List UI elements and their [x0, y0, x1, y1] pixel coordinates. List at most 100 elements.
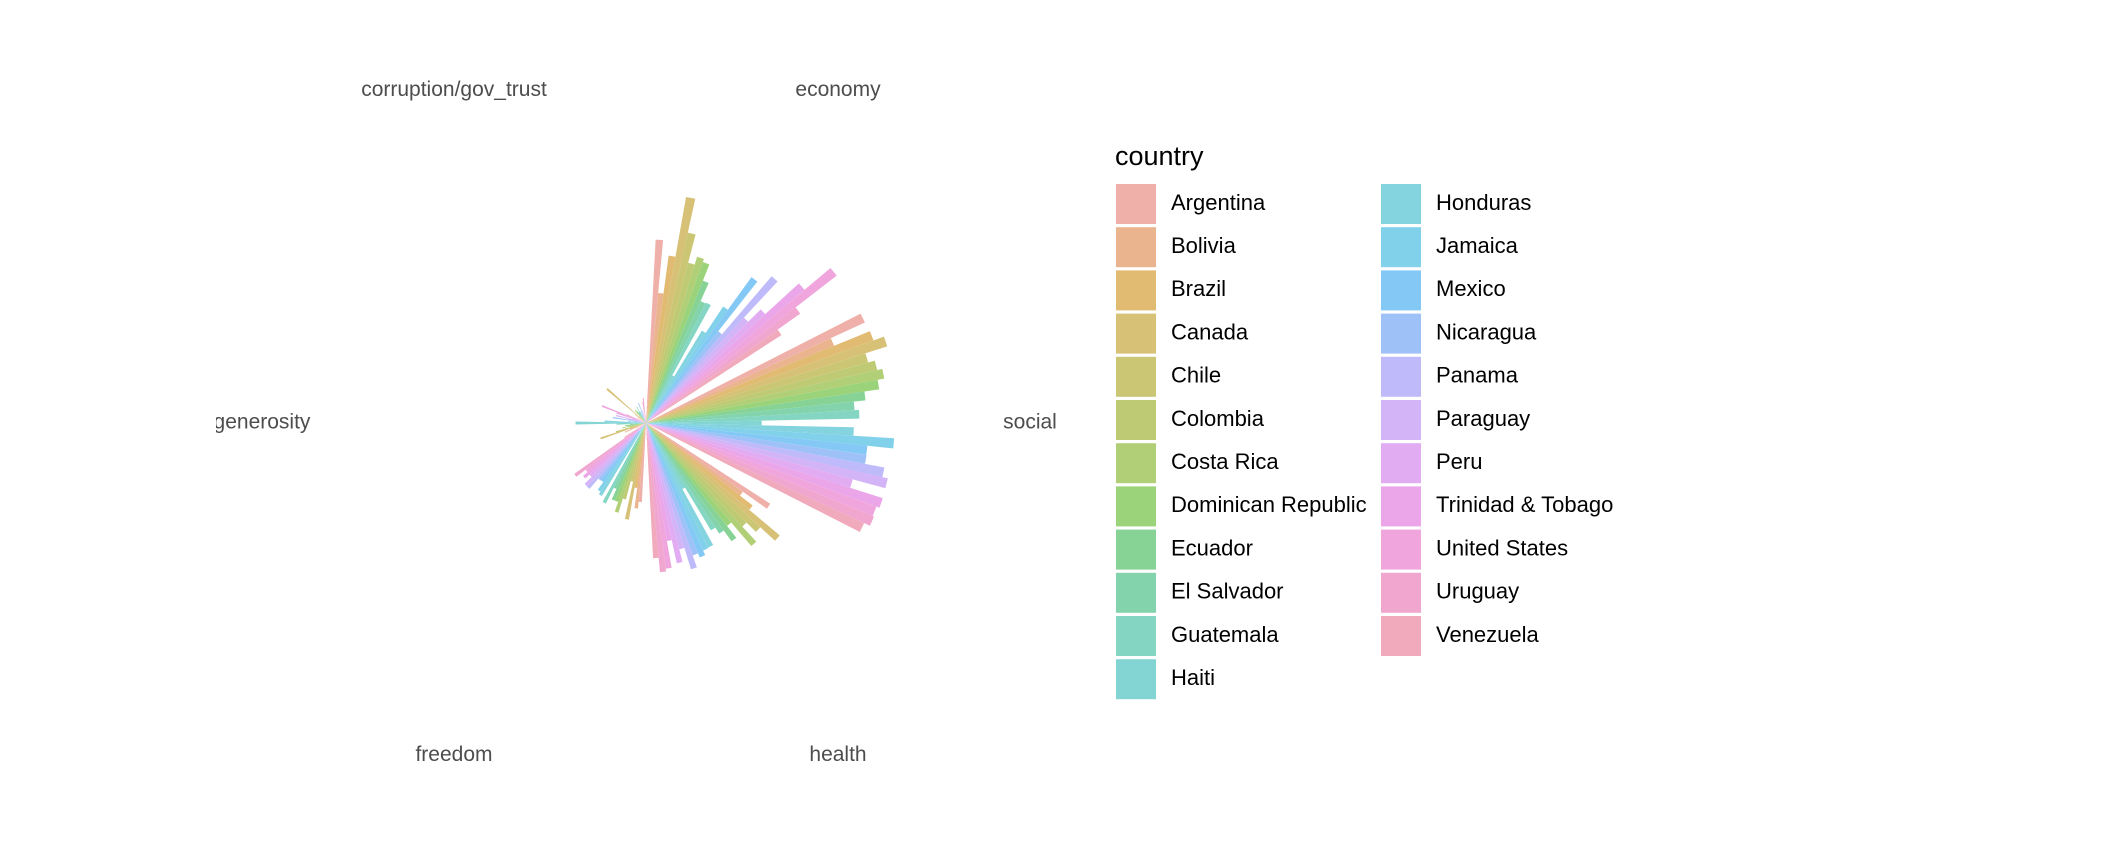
bar — [583, 423, 646, 479]
bar — [646, 423, 747, 527]
legend-swatch — [1116, 659, 1156, 700]
bar — [646, 423, 724, 534]
bar — [643, 423, 646, 427]
legend-swatch — [1381, 356, 1421, 397]
bar — [637, 416, 646, 423]
bar — [646, 423, 659, 559]
bar — [638, 411, 646, 423]
legend-swatch — [1116, 356, 1156, 397]
bar — [645, 415, 646, 423]
bar — [646, 401, 855, 423]
bar — [646, 293, 664, 423]
bar — [646, 267, 837, 423]
legend-label: Canada — [1171, 319, 1249, 344]
legend-label: Honduras — [1436, 190, 1531, 215]
legend-label: Paraguay — [1436, 406, 1530, 431]
bar — [575, 421, 646, 425]
bar — [615, 423, 646, 433]
bar — [624, 423, 646, 433]
legend-swatch — [1381, 184, 1421, 224]
bar — [646, 283, 805, 423]
bar — [622, 423, 646, 429]
legend-label: Uruguay — [1436, 579, 1519, 604]
legend-label: Peru — [1436, 449, 1482, 474]
bar — [646, 379, 880, 423]
legend-label: Costa Rica — [1171, 449, 1279, 474]
bar — [646, 423, 732, 526]
bar — [646, 309, 766, 423]
legend-swatch — [1381, 486, 1421, 527]
bar — [639, 416, 646, 423]
bar — [600, 423, 646, 483]
bar — [602, 423, 646, 504]
bar — [615, 414, 646, 423]
legend-swatch — [1381, 529, 1421, 570]
bar — [646, 423, 686, 490]
bar — [638, 402, 646, 423]
bar — [646, 331, 722, 423]
bar — [646, 368, 885, 423]
bar — [636, 418, 646, 423]
polar-panel: economy social health freedom generosity corr… — [214, 78, 1057, 766]
bar — [632, 418, 646, 423]
bar — [646, 423, 716, 531]
bar — [601, 405, 646, 423]
bar — [624, 423, 646, 427]
bar — [646, 262, 710, 423]
category-label: health — [809, 743, 866, 766]
bar — [646, 423, 883, 508]
legend-label: United States — [1436, 535, 1568, 560]
bar — [646, 317, 749, 423]
bar — [646, 232, 696, 423]
bar — [636, 411, 646, 423]
bar — [646, 423, 672, 542]
bar — [638, 423, 646, 503]
bar — [634, 409, 646, 423]
category-label: generosity — [214, 411, 311, 434]
bar — [642, 409, 646, 423]
legend-swatch — [1381, 400, 1421, 440]
bar — [624, 423, 646, 438]
bar — [646, 423, 667, 573]
legend-swatch — [1381, 443, 1421, 484]
bar — [646, 423, 895, 449]
legend-label: Venezuela — [1436, 622, 1540, 647]
bar — [643, 418, 646, 423]
bar — [646, 360, 878, 423]
bar — [646, 420, 762, 426]
legend-swatch — [1381, 313, 1421, 354]
bar — [646, 391, 866, 423]
bar — [646, 423, 771, 509]
legend-label: El Salvador — [1171, 579, 1284, 604]
bar — [646, 423, 714, 548]
legend-label: Panama — [1436, 363, 1519, 388]
category-label: economy — [795, 78, 881, 101]
bar — [627, 418, 646, 423]
legend-swatch — [1116, 443, 1156, 484]
legend-swatch — [1116, 616, 1156, 656]
bar — [586, 423, 646, 489]
bar — [646, 330, 706, 423]
bar — [646, 276, 778, 423]
bar — [646, 423, 672, 569]
bar — [646, 423, 699, 556]
bar — [628, 421, 646, 423]
bar — [646, 338, 835, 423]
bar — [611, 423, 646, 501]
bar — [646, 423, 868, 455]
bar — [646, 307, 801, 423]
bar — [634, 413, 646, 423]
legend: country Argentina Bolivia Brazil Canada Chil… — [1115, 141, 1613, 700]
bar — [645, 420, 646, 423]
legend-label: Bolivia — [1171, 233, 1237, 258]
bar — [646, 353, 869, 423]
legend-swatch — [1381, 227, 1421, 268]
legend-swatch — [1116, 270, 1156, 311]
bar — [633, 421, 646, 423]
bar — [634, 423, 646, 489]
category-label: social — [1003, 411, 1057, 434]
bar — [646, 423, 867, 464]
bar — [646, 302, 711, 423]
bar — [646, 277, 758, 423]
